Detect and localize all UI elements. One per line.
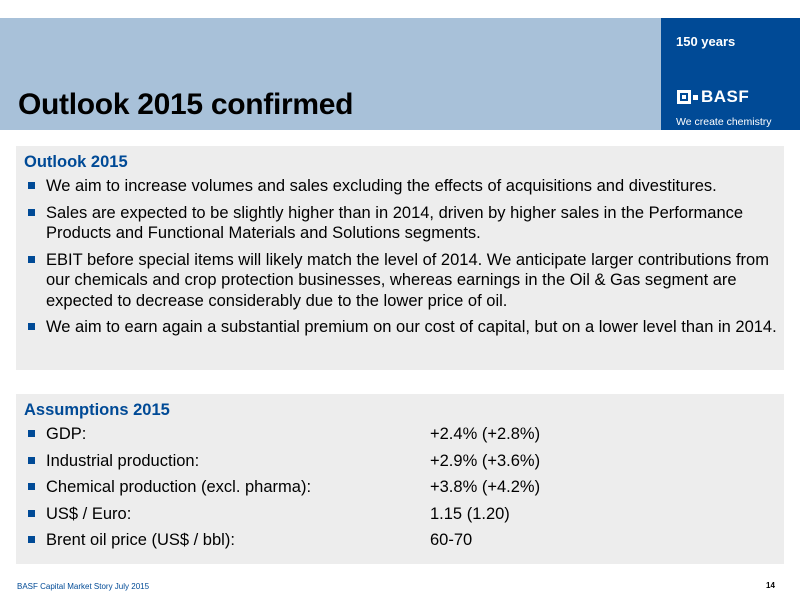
- bullet-square-icon: [28, 323, 35, 330]
- list-item: EBIT before special items will likely ma…: [24, 250, 784, 312]
- list-item-text: We aim to earn again a substantial premi…: [46, 318, 777, 336]
- assumption-label: US$ / Euro:: [46, 504, 132, 523]
- page-number: 14: [766, 581, 775, 590]
- outlook-list: We aim to increase volumes and sales exc…: [24, 176, 784, 338]
- basf-logo: 150 years BASF We create chemistry: [661, 18, 800, 130]
- assumption-label: GDP:: [46, 425, 87, 443]
- assumption-value: +2.4% (+2.8%): [430, 425, 541, 443]
- assumption-row: Brent oil price (US$ / bbl): 60-70: [24, 530, 784, 551]
- assumptions-list: GDP: +2.4% (+2.8%) Industrial production:…: [24, 424, 784, 551]
- logo-square-icon: [677, 90, 691, 104]
- bullet-square-icon: [28, 483, 35, 490]
- assumption-label: Industrial production:: [46, 451, 200, 470]
- page-title: Outlook 2015 confirmed: [18, 88, 354, 121]
- assumption-value: +3.8% (+4.2%): [430, 478, 541, 496]
- list-item: We aim to increase volumes and sales exc…: [24, 176, 784, 197]
- assumption-label: Chemical production (excl. pharma):: [46, 478, 312, 496]
- assumption-value: +2.9% (+3.6%): [430, 451, 541, 470]
- list-item-text: Sales are expected to be slightly higher…: [46, 203, 744, 243]
- outlook-heading: Outlook 2015: [24, 153, 128, 171]
- bullet-square-icon: [28, 536, 35, 543]
- logo-wordmark: BASF: [701, 87, 750, 106]
- anniversary-label: 150 years: [676, 34, 736, 49]
- assumptions-panel: Assumptions 2015 GDP: +2.4% (+2.8%) Indus…: [16, 394, 784, 564]
- bullet-square-icon: [28, 509, 35, 517]
- bullet-square-icon: [28, 255, 35, 263]
- assumption-row: Chemical production (excl. pharma): +3.8%…: [24, 477, 784, 498]
- bullet-square-icon: [28, 456, 35, 464]
- list-item: Sales are expected to be slightly higher…: [24, 203, 784, 244]
- assumption-value: 60-70: [430, 531, 473, 549]
- basf-logo-mark: BASF: [677, 87, 750, 106]
- assumption-row: US$ / Euro: 1.15 (1.20): [24, 504, 784, 525]
- list-item-text: EBIT before special items will likely ma…: [46, 250, 769, 310]
- footer-source: BASF Capital Market Story July 2015: [17, 582, 150, 591]
- bullet-square-icon: [28, 430, 35, 437]
- outlook-panel: Outlook 2015 We aim to increase volumes …: [16, 146, 784, 370]
- assumption-row: Industrial production: +2.9% (+3.6%): [24, 451, 784, 472]
- assumption-value: 1.15 (1.20): [430, 504, 510, 523]
- list-item: We aim to earn again a substantial premi…: [24, 317, 784, 338]
- bullet-square-icon: [28, 208, 35, 216]
- logo-dot-icon: [693, 94, 698, 100]
- logo-slogan: We create chemistry: [676, 116, 772, 128]
- assumption-row: GDP: +2.4% (+2.8%): [24, 424, 784, 445]
- assumption-label: Brent oil price (US$ / bbl):: [46, 531, 235, 549]
- list-item-text: We aim to increase volumes and sales exc…: [46, 177, 717, 195]
- assumptions-heading: Assumptions 2015: [24, 401, 170, 419]
- bullet-square-icon: [28, 182, 35, 189]
